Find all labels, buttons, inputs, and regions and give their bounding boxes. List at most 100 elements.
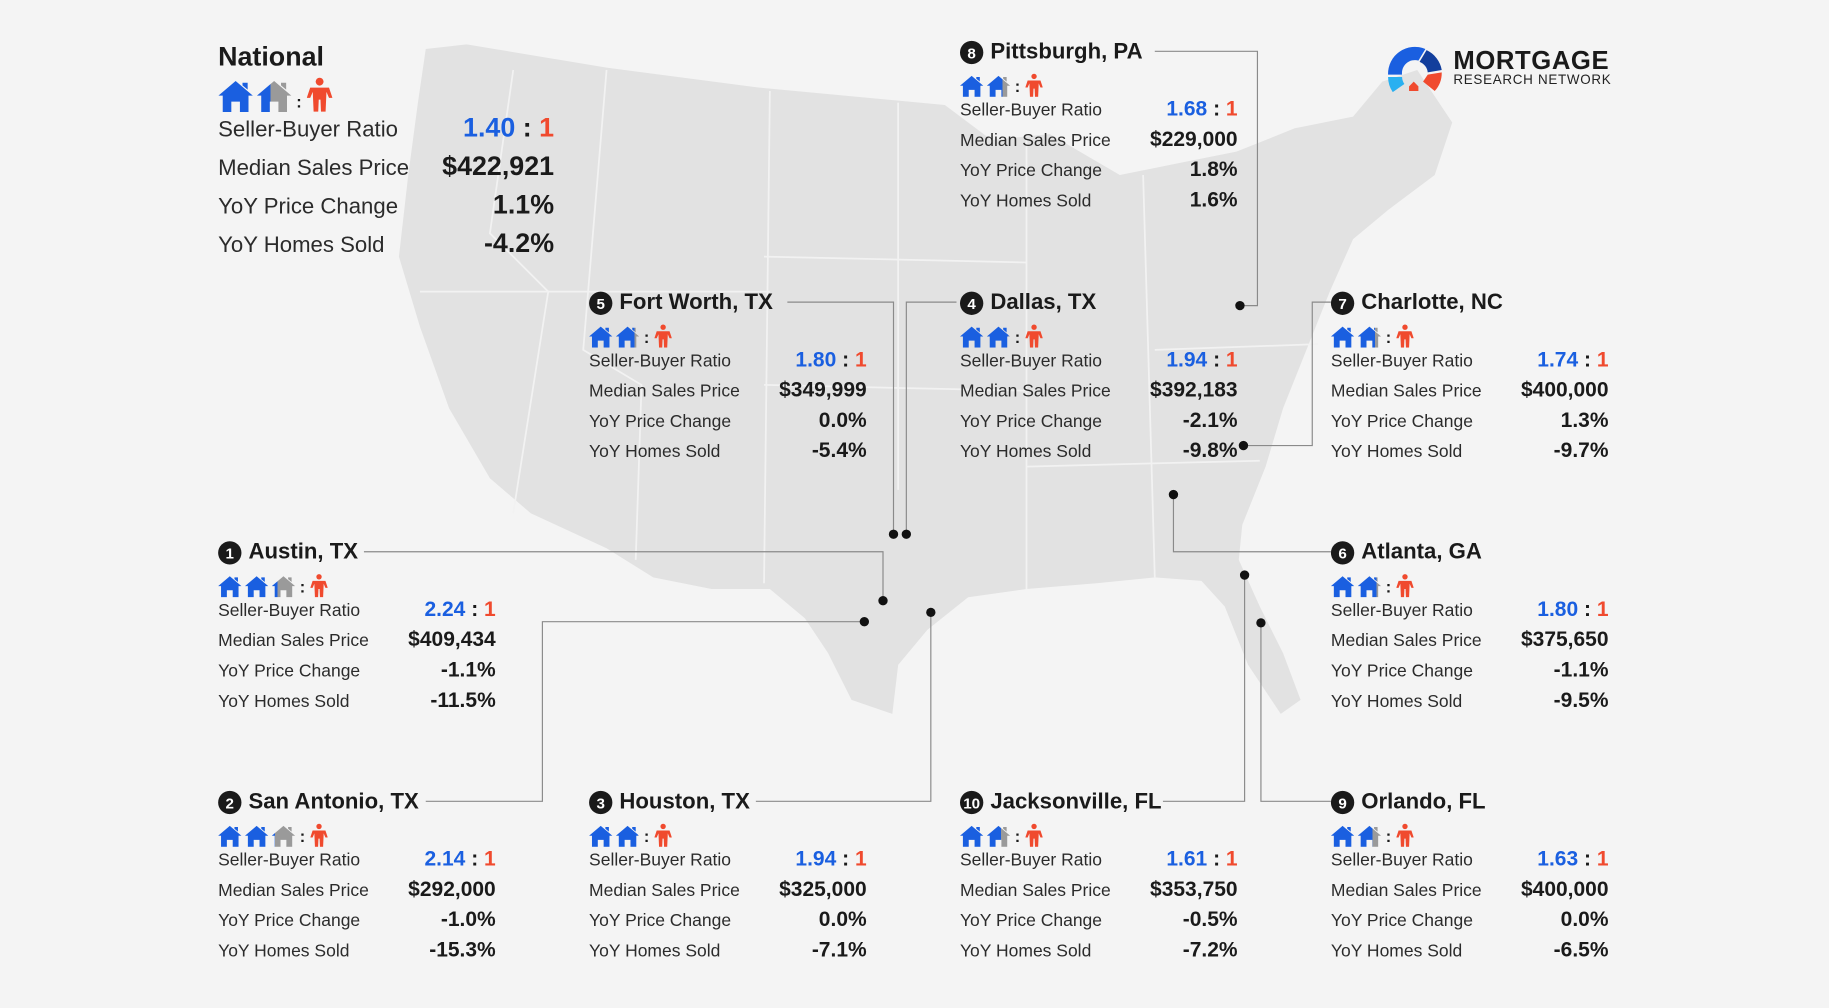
buyer-ratio: 1 <box>1225 846 1238 871</box>
median-value: $353,750 <box>1150 877 1238 901</box>
yoy-price-value: 0.0% <box>1560 907 1609 931</box>
yoy-homes-row: YoY Homes Sold -4.2% <box>218 227 554 265</box>
rank-badge: 2 <box>218 790 242 815</box>
ratio-icons: : <box>959 69 1238 97</box>
logo: MORTGAGE RESEARCH NETWORK <box>1383 40 1611 96</box>
ratio-row: Seller-Buyer Ratio 1.94 : 1 <box>960 348 1238 378</box>
yoy-price-value: 0.0% <box>818 907 867 931</box>
ratio-row: Seller-Buyer Ratio 1.80 : 1 <box>589 348 867 378</box>
ratio-row: Seller-Buyer Ratio 2.24 : 1 <box>218 597 496 627</box>
house-icon <box>986 825 1011 847</box>
buyer-ratio: 1 <box>484 597 496 621</box>
rank-badge: 9 <box>1330 790 1355 815</box>
yoy-price-value: 1.1% <box>492 188 555 220</box>
yoy-price-row: YoY Price Change 1.8% <box>960 157 1238 187</box>
ratio-value: 1.63 : 1 <box>1537 847 1608 871</box>
yoy-homes-value: -9.8% <box>1182 438 1238 462</box>
marker-orlando <box>1256 618 1266 628</box>
yoy-homes-value: -4.2% <box>483 227 555 258</box>
house-icon <box>589 326 613 348</box>
rank-badge: 7 <box>1330 291 1355 315</box>
median-label: Median Sales Price <box>959 880 1111 901</box>
card-header: 5 Fort Worth, TX <box>589 289 867 317</box>
ratio-row: Seller-Buyer Ratio 1.68 : 1 <box>960 97 1238 127</box>
ratio-value: 1.40 : 1 <box>463 112 554 143</box>
ratio-label: Seller-Buyer Ratio <box>959 850 1102 871</box>
city-card: 3 Houston, TX : Seller-Buyer Ratio 1.94 :… <box>589 789 867 969</box>
card-title: San Antonio, TX <box>248 789 419 815</box>
card-header: 2 San Antonio, TX <box>218 789 496 817</box>
yoy-homes-value: -7.1% <box>811 937 867 962</box>
yoy-homes-value: -7.2% <box>1182 937 1238 962</box>
rank-badge: 1 <box>218 541 242 565</box>
card-header: National <box>218 40 554 73</box>
marker-jacksonville <box>1239 570 1250 580</box>
median-label: Median Sales Price <box>1330 631 1482 651</box>
yoy-price-label: YoY Price Change <box>959 910 1103 931</box>
yoy-price-value: -1.0% <box>440 907 496 931</box>
yoy-price-row: YoY Price Change 0.0% <box>1331 907 1609 937</box>
ratio-colon: : <box>1385 827 1392 846</box>
yoy-homes-label: YoY Homes Sold <box>959 941 1092 962</box>
ratio-colon: : <box>1014 76 1021 96</box>
ratio-value: 1.80 : 1 <box>1537 597 1608 621</box>
median-row: Median Sales Price $229,000 <box>960 127 1238 157</box>
person-icon <box>653 823 672 847</box>
marker-san-antonio <box>859 617 870 627</box>
yoy-homes-value: -11.5% <box>430 688 496 712</box>
ratio-icons: : <box>589 819 867 847</box>
median-label: Median Sales Price <box>589 381 740 402</box>
yoy-homes-label: YoY Homes Sold <box>218 691 350 712</box>
yoy-homes-label: YoY Homes Sold <box>1330 941 1463 962</box>
ratio-colon: : <box>1014 327 1021 347</box>
marker-austin <box>878 596 888 606</box>
person-icon <box>1395 574 1414 598</box>
seller-ratio: 1.61 <box>1166 846 1208 871</box>
yoy-homes-label: YoY Homes Sold <box>1330 691 1463 712</box>
yoy-homes-row: YoY Homes Sold -9.8% <box>960 439 1238 469</box>
ratio-label: Seller-Buyer Ratio <box>959 100 1102 121</box>
median-value: $392,183 <box>1150 377 1238 402</box>
seller-ratio: 2.24 <box>424 597 466 621</box>
ratio-label: Seller-Buyer Ratio <box>589 850 732 871</box>
buyer-ratio: 1 <box>854 347 867 371</box>
median-value: $400,000 <box>1520 377 1609 402</box>
median-value: $375,650 <box>1520 627 1609 651</box>
house-icon <box>1357 825 1382 847</box>
buyer-ratio: 1 <box>484 846 496 871</box>
median-row: Median Sales Price $400,000 <box>1331 378 1609 408</box>
yoy-price-label: YoY Price Change <box>218 194 399 220</box>
yoy-homes-label: YoY Homes Sold <box>218 941 350 962</box>
yoy-price-row: YoY Price Change -1.1% <box>1331 658 1609 688</box>
person-icon <box>1395 324 1414 348</box>
ratio-row: Seller-Buyer Ratio 1.40 : 1 <box>218 112 554 150</box>
ratio-value: 2.14 : 1 <box>424 847 495 871</box>
rank-badge: 6 <box>1330 541 1355 565</box>
rank-badge: 8 <box>959 40 984 65</box>
house-icon <box>244 825 269 847</box>
rank-badge: 4 <box>959 291 984 315</box>
ratio-row: Seller-Buyer Ratio 1.61 : 1 <box>960 847 1238 877</box>
card-header: 7 Charlotte, NC <box>1330 289 1609 317</box>
ratio-icons: : <box>1330 320 1609 348</box>
ratio-icons: : <box>218 569 496 598</box>
seller-ratio: 1.74 <box>1537 347 1579 371</box>
card-header: 6 Atlanta, GA <box>1330 539 1609 567</box>
yoy-price-label: YoY Price Change <box>589 411 732 432</box>
median-value: $292,000 <box>408 877 496 901</box>
ratio-row: Seller-Buyer Ratio 2.14 : 1 <box>218 847 496 877</box>
person-icon <box>1024 823 1043 847</box>
yoy-price-label: YoY Price Change <box>1330 411 1473 432</box>
yoy-homes-row: YoY Homes Sold -5.4% <box>589 439 867 469</box>
card-header: 4 Dallas, TX <box>959 289 1238 317</box>
ratio-value: 1.61 : 1 <box>1166 847 1237 871</box>
median-row: Median Sales Price $400,000 <box>1331 877 1609 907</box>
ratio-separator: : <box>471 597 479 621</box>
house-icon <box>959 825 984 847</box>
city-card: 8 Pittsburgh, PA : Seller-Buyer Ratio 1.6… <box>959 38 1238 218</box>
marker-charlotte <box>1238 440 1249 451</box>
ratio-row: Seller-Buyer Ratio 1.74 : 1 <box>1331 348 1609 378</box>
yoy-price-value: 0.0% <box>818 408 867 432</box>
